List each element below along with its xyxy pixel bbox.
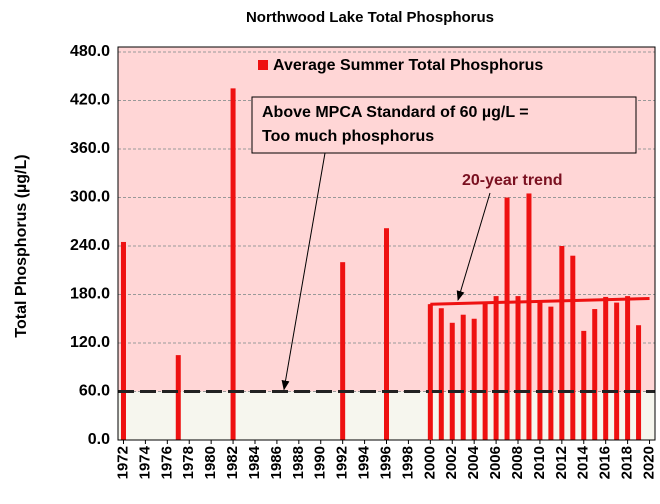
bar xyxy=(581,330,587,440)
bar xyxy=(120,241,126,440)
x-tick-label: 2000 xyxy=(421,446,438,479)
x-tick-label: 2014 xyxy=(575,445,592,479)
bar xyxy=(482,302,488,440)
x-tick-label: 2008 xyxy=(509,446,526,479)
legend-label: Average Summer Total Phosphorus xyxy=(273,57,543,74)
bar xyxy=(340,262,346,440)
x-tick-label: 1998 xyxy=(399,446,416,479)
x-tick-label: 2012 xyxy=(553,446,570,479)
x-tick-label: 2016 xyxy=(597,446,614,479)
standard-arrow xyxy=(281,152,326,391)
x-tick-label: 1988 xyxy=(290,446,307,479)
x-tick-label: 1980 xyxy=(202,446,219,479)
x-tick-label: 1974 xyxy=(136,445,153,479)
y-axis-title: Total Phosphorus (µg/L) xyxy=(13,154,30,337)
bar xyxy=(614,302,620,440)
standard-label: Above MPCA Standard of 60 µg/L = xyxy=(262,104,529,121)
trend-label: 20-year trend xyxy=(462,172,563,189)
bar xyxy=(471,318,477,440)
bar xyxy=(559,246,565,440)
y-tick-label: 240.0 xyxy=(70,237,110,254)
bar xyxy=(636,325,642,440)
x-tick-label: 1978 xyxy=(180,446,197,479)
x-tick-label: 1984 xyxy=(246,445,263,479)
trend-line xyxy=(430,297,650,306)
bar xyxy=(175,355,181,440)
bar xyxy=(493,296,499,440)
y-tick-label: 0.0 xyxy=(88,431,110,448)
x-tick-label: 1990 xyxy=(312,446,329,479)
bar xyxy=(515,296,521,440)
bar xyxy=(537,302,543,440)
bar xyxy=(570,255,576,440)
standard-label: Too much phosphorus xyxy=(262,128,434,145)
x-tick-label: 2004 xyxy=(465,445,482,479)
bar xyxy=(603,296,609,440)
legend-swatch xyxy=(258,60,268,70)
bar xyxy=(504,197,510,440)
x-tick-label: 1992 xyxy=(334,446,351,479)
x-tick-label: 2018 xyxy=(619,446,636,479)
x-tick-label: 2010 xyxy=(531,446,548,479)
y-tick-label: 120.0 xyxy=(70,334,110,351)
y-tick-label: 180.0 xyxy=(70,286,110,303)
plot-frame xyxy=(117,46,656,441)
y-tick-label: 60.0 xyxy=(79,383,110,400)
trend-arrow xyxy=(456,192,491,301)
y-tick-label: 480.0 xyxy=(70,43,110,60)
bar xyxy=(460,314,466,440)
bar xyxy=(438,308,444,440)
bar xyxy=(625,296,631,440)
bar xyxy=(230,88,236,440)
y-tick-label: 300.0 xyxy=(70,189,110,206)
bar xyxy=(384,228,389,440)
x-tick-label: 1986 xyxy=(268,446,285,479)
bar xyxy=(548,306,554,440)
x-tick-label: 2006 xyxy=(487,446,504,479)
y-tick-label: 420.0 xyxy=(70,92,110,109)
x-tick-label: 1982 xyxy=(224,446,241,479)
x-tick-label: 1996 xyxy=(377,446,394,479)
bar xyxy=(449,322,455,440)
x-tick-label: 1994 xyxy=(356,445,373,479)
x-tick-label: 1972 xyxy=(114,446,131,479)
standard-box xyxy=(251,96,637,154)
y-tick-label: 360.0 xyxy=(70,140,110,157)
bar xyxy=(592,309,598,440)
x-tick-label: 2020 xyxy=(640,446,657,479)
x-tick-label: 2002 xyxy=(443,446,460,479)
x-tick-label: 1976 xyxy=(158,446,175,479)
bar xyxy=(526,193,532,440)
chart-title: Northwood Lake Total Phosphorus xyxy=(246,9,494,26)
